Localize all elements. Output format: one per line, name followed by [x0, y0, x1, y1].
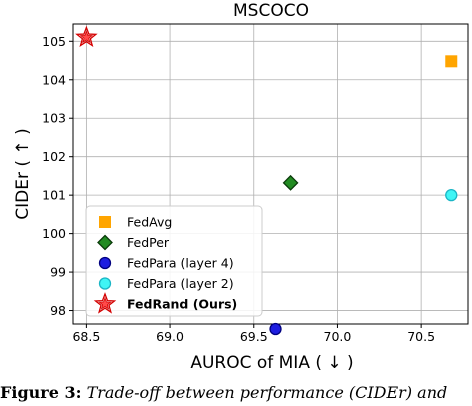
data-point-fedrand-ours: [75, 25, 98, 48]
legend-marker: [98, 277, 112, 290]
scatter-chart: MSCOCO 68.5 69.0 69.5 70.0 70.5 98 99 100 101 102…: [13, 1, 469, 373]
data-point-fedavg: [445, 55, 458, 68]
axis-ticks: 68.5 69.0 69.5 70.0 70.5 98 99 100 101 102 103 104 1…: [42, 34, 435, 344]
y-tick-label: 105: [42, 34, 66, 49]
data-point-fedpara-layer-2: [445, 189, 458, 202]
y-tick-label: 102: [42, 149, 66, 164]
x-tick-label: 69.5: [240, 329, 268, 344]
star-inner: [98, 296, 112, 310]
y-tick-label: 103: [42, 111, 66, 126]
x-tick-label: 70.0: [324, 329, 352, 344]
x-tick-label: 68.5: [72, 329, 100, 344]
star-outline: [75, 25, 98, 48]
y-tick-label: 100: [42, 226, 66, 241]
star-inner: [79, 30, 94, 44]
legend-marker: [98, 256, 112, 270]
chart-title: MSCOCO: [233, 1, 309, 21]
x-tick-label: 69.0: [156, 329, 184, 344]
y-tick-label: 101: [42, 188, 66, 203]
y-tick-label: 99: [50, 265, 66, 280]
data-points: [75, 25, 458, 336]
plot-area: [72, 23, 469, 325]
legend-box: [85, 205, 263, 317]
figure-caption: Figure 3: Trade-off between performance …: [0, 380, 472, 406]
legend-marker: [99, 216, 111, 228]
legend-label: FedRand (Ours): [127, 297, 237, 312]
x-tick-label: 70.5: [407, 329, 435, 344]
y-tick-label: 98: [50, 303, 66, 318]
star-outline: [93, 292, 117, 314]
legend-label: FedPara (layer 4): [127, 256, 234, 271]
data-point-fedpara-layer-4: [269, 322, 282, 336]
y-axis-label: CIDEr ( ↑ ): [13, 128, 33, 219]
y-tick-label: 104: [42, 72, 66, 87]
caption-text: Trade-off between performance (CIDEr) an…: [86, 383, 448, 402]
legend-marker: [93, 292, 117, 314]
legend-label: FedPara (layer 2): [127, 276, 234, 291]
data-point-fedper: [282, 174, 299, 191]
legend-label: FedAvg: [127, 215, 172, 230]
legend: FedAvg FedPer FedPara (layer 4) FedPara (la…: [85, 205, 263, 317]
x-axis-label: AUROC of MIA ( ↓ ): [190, 353, 353, 373]
legend-marker: [97, 234, 113, 251]
legend-label: FedPer: [127, 235, 170, 250]
caption-label: Figure 3:: [0, 383, 82, 402]
